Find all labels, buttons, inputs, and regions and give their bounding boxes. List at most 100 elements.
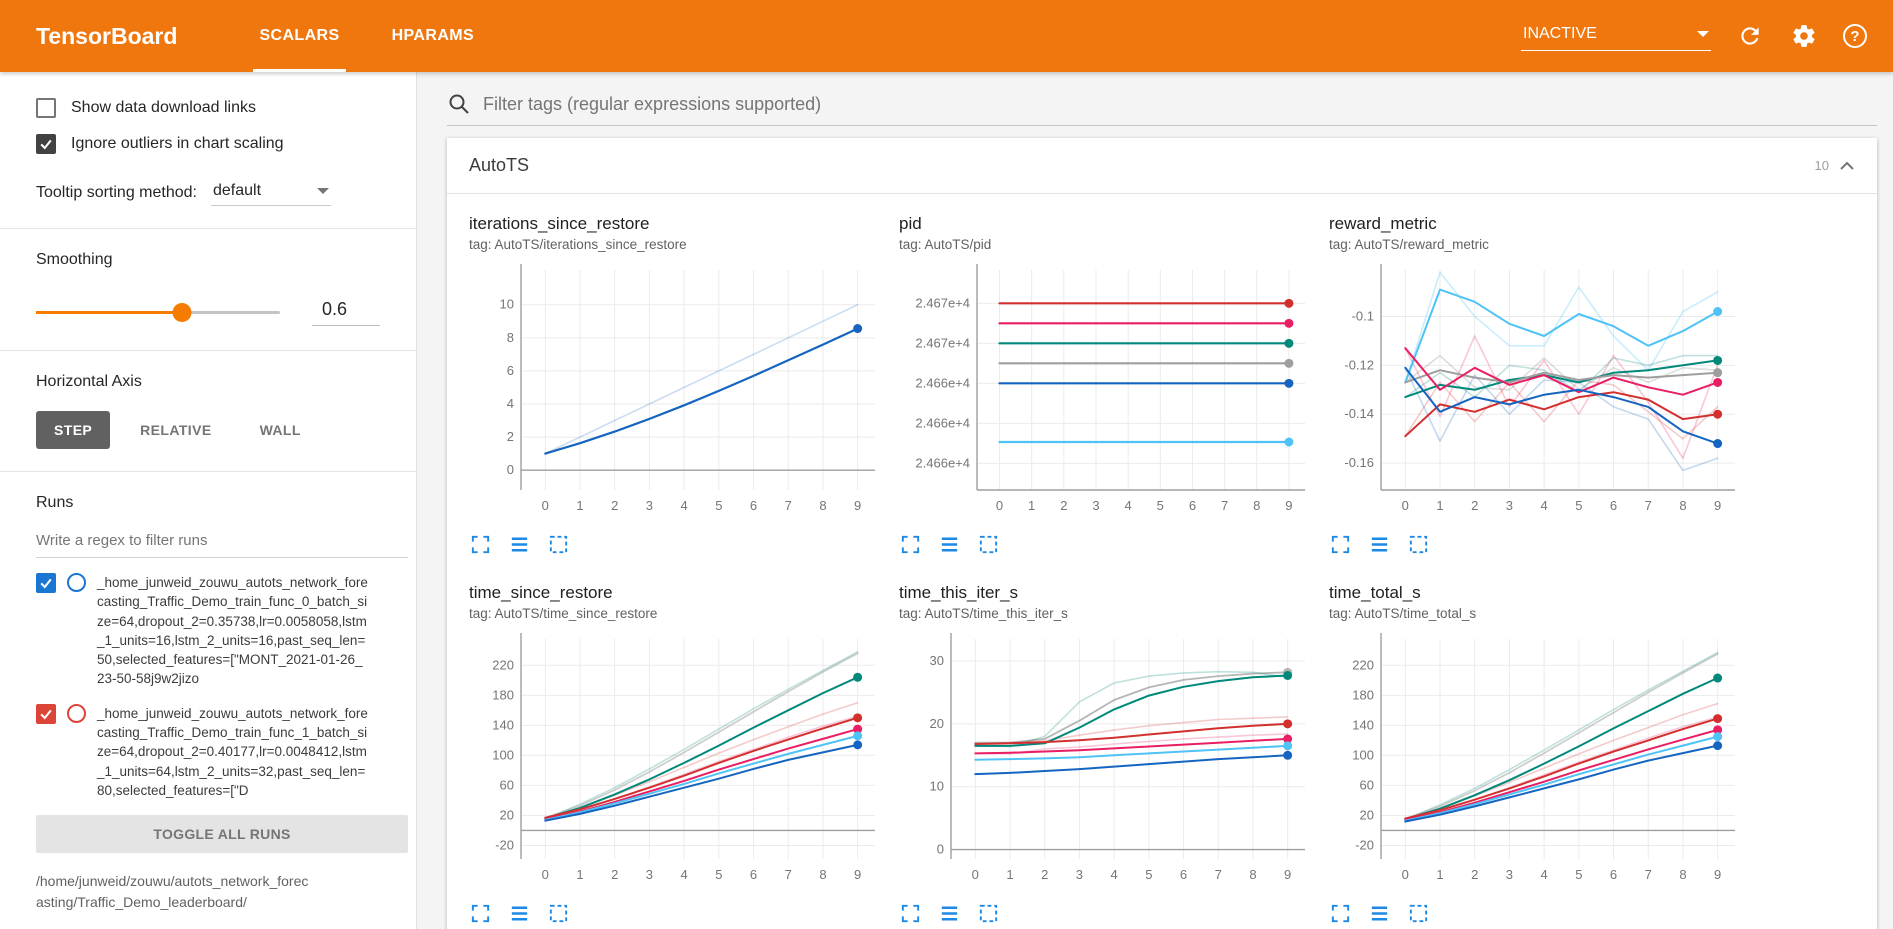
svg-text:-0.12: -0.12 xyxy=(1344,357,1374,372)
chart-toolbar xyxy=(899,533,1329,561)
data-download-icon[interactable] xyxy=(938,533,961,561)
toggle-all-runs-button[interactable]: TOGGLE ALL RUNS xyxy=(36,815,408,854)
chart-title: reward_metric xyxy=(1329,214,1437,233)
svg-text:8: 8 xyxy=(1679,867,1686,882)
svg-text:-0.14: -0.14 xyxy=(1344,406,1374,421)
fit-domain-icon[interactable] xyxy=(547,902,570,929)
app-title: TensorBoard xyxy=(36,22,178,49)
show-download-links-row[interactable]: Show data download links xyxy=(36,98,380,118)
svg-text:4: 4 xyxy=(681,498,688,513)
svg-text:3: 3 xyxy=(646,498,653,513)
fit-domain-icon[interactable] xyxy=(977,902,1000,929)
svg-text:7: 7 xyxy=(785,498,792,513)
data-download-icon[interactable] xyxy=(1368,902,1391,929)
svg-text:8: 8 xyxy=(819,498,826,513)
svg-text:2: 2 xyxy=(1041,867,1048,882)
chart-tag: tag: AutoTS/reward_metric xyxy=(1329,237,1489,252)
run-status-dropdown[interactable]: INACTIVE xyxy=(1521,21,1711,51)
chart-tag: tag: AutoTS/time_since_restore xyxy=(469,606,658,621)
autots-card-header[interactable]: AutoTS 10 xyxy=(447,138,1877,194)
svg-text:6: 6 xyxy=(507,363,514,378)
expand-chart-icon[interactable] xyxy=(1329,533,1352,561)
expand-chart-icon[interactable] xyxy=(469,533,492,561)
data-download-icon[interactable] xyxy=(1368,533,1391,561)
show-download-checkbox[interactable] xyxy=(36,98,56,118)
smoothing-fill xyxy=(36,311,183,314)
smoothing-value[interactable]: 0.6 xyxy=(312,299,380,326)
svg-text:2.466e+4: 2.466e+4 xyxy=(915,415,970,430)
fit-domain-icon[interactable] xyxy=(1407,533,1430,561)
axis-option-wall[interactable]: WALL xyxy=(259,422,301,438)
smoothing-slider[interactable] xyxy=(36,303,280,322)
chart-tag: tag: AutoTS/time_total_s xyxy=(1329,606,1477,621)
fit-domain-icon[interactable] xyxy=(547,533,570,561)
fit-domain-icon[interactable] xyxy=(1407,902,1430,929)
data-download-icon[interactable] xyxy=(938,902,961,929)
svg-text:4: 4 xyxy=(1111,867,1118,882)
expand-chart-icon[interactable] xyxy=(899,902,922,929)
chart-plot: 2.467e+4 2.467e+4 2.466e+4 2.466e+4 2.466e+4… xyxy=(915,264,1305,513)
chevron-down-icon xyxy=(316,188,329,194)
ignore-outliers-row[interactable]: Ignore outliers in chart scaling xyxy=(36,134,380,154)
settings-gear-icon[interactable] xyxy=(1789,21,1819,51)
section-collapse[interactable]: 10 xyxy=(1815,158,1855,173)
runs-filter-input[interactable] xyxy=(36,526,408,558)
tab-scalars[interactable]: SCALARS xyxy=(233,0,365,72)
svg-text:220: 220 xyxy=(1352,657,1374,672)
chart-toolbar xyxy=(469,902,899,929)
tooltip-sorting-dropdown[interactable]: default xyxy=(210,180,331,206)
data-download-icon[interactable] xyxy=(508,902,531,929)
filter-tags-row xyxy=(447,92,1877,126)
svg-text:5: 5 xyxy=(1575,867,1582,882)
runs-section: Runs _home_junweid_zouwu_autots_network_… xyxy=(0,472,416,929)
header-right: INACTIVE ? xyxy=(1521,21,1867,51)
chart-toolbar xyxy=(899,902,1329,929)
axis-option-step[interactable]: STEP xyxy=(36,411,111,449)
run-checkbox[interactable] xyxy=(36,703,56,724)
tooltip-sorting-label: Tooltip sorting method: xyxy=(36,184,197,201)
smoothing-handle[interactable] xyxy=(172,303,192,322)
chart-plot: 30 20 10 0 0 1 2 3 4 5 6 7 8 9 xyxy=(930,633,1305,882)
expand-chart-icon[interactable] xyxy=(469,902,492,929)
svg-text:2.466e+4: 2.466e+4 xyxy=(915,375,970,390)
axis-option-relative[interactable]: RELATIVE xyxy=(140,422,212,438)
svg-text:7: 7 xyxy=(1215,867,1222,882)
svg-text:9: 9 xyxy=(854,498,861,513)
svg-text:6: 6 xyxy=(1610,867,1617,882)
svg-text:2: 2 xyxy=(611,867,618,882)
chart-tile-reward_metric: reward_metric tag: AutoTS/reward_metric -0… xyxy=(1329,214,1759,561)
svg-text:6: 6 xyxy=(750,867,757,882)
refresh-icon[interactable] xyxy=(1735,21,1765,51)
svg-text:2: 2 xyxy=(1060,498,1067,513)
svg-text:-0.16: -0.16 xyxy=(1344,455,1374,470)
svg-text:9: 9 xyxy=(1285,498,1292,513)
ignore-outliers-checkbox[interactable] xyxy=(36,134,56,154)
svg-text:2: 2 xyxy=(611,498,618,513)
svg-text:6: 6 xyxy=(1189,498,1196,513)
svg-text:9: 9 xyxy=(1714,867,1721,882)
svg-text:8: 8 xyxy=(1249,867,1256,882)
fit-domain-icon[interactable] xyxy=(977,533,1000,561)
data-download-icon[interactable] xyxy=(508,533,531,561)
smoothing-slider-row: 0.6 xyxy=(36,299,380,326)
svg-text:10: 10 xyxy=(500,297,514,312)
chart-title: pid xyxy=(899,214,922,233)
help-icon[interactable]: ? xyxy=(1843,24,1867,48)
charts-grid: iterations_since_restore tag: AutoTS/iter… xyxy=(447,194,1877,929)
svg-text:0: 0 xyxy=(1402,867,1409,882)
svg-text:3: 3 xyxy=(1076,867,1083,882)
run-checkbox[interactable] xyxy=(36,573,56,593)
svg-text:2.466e+4: 2.466e+4 xyxy=(915,455,970,470)
run-radio[interactable] xyxy=(67,703,86,723)
chart-tag: tag: AutoTS/iterations_since_restore xyxy=(469,237,687,252)
expand-chart-icon[interactable] xyxy=(1329,902,1352,929)
filter-tags-input[interactable] xyxy=(483,93,1877,115)
expand-chart-icon[interactable] xyxy=(899,533,922,561)
nav-tabs: SCALARS HPARAMS xyxy=(233,0,500,72)
tab-hparams[interactable]: HPARAMS xyxy=(391,27,475,44)
svg-text:3: 3 xyxy=(1506,867,1513,882)
divider xyxy=(0,471,416,472)
run-radio[interactable] xyxy=(67,573,86,592)
ignore-outliers-label: Ignore outliers in chart scaling xyxy=(71,135,284,152)
svg-text:3: 3 xyxy=(646,867,653,882)
